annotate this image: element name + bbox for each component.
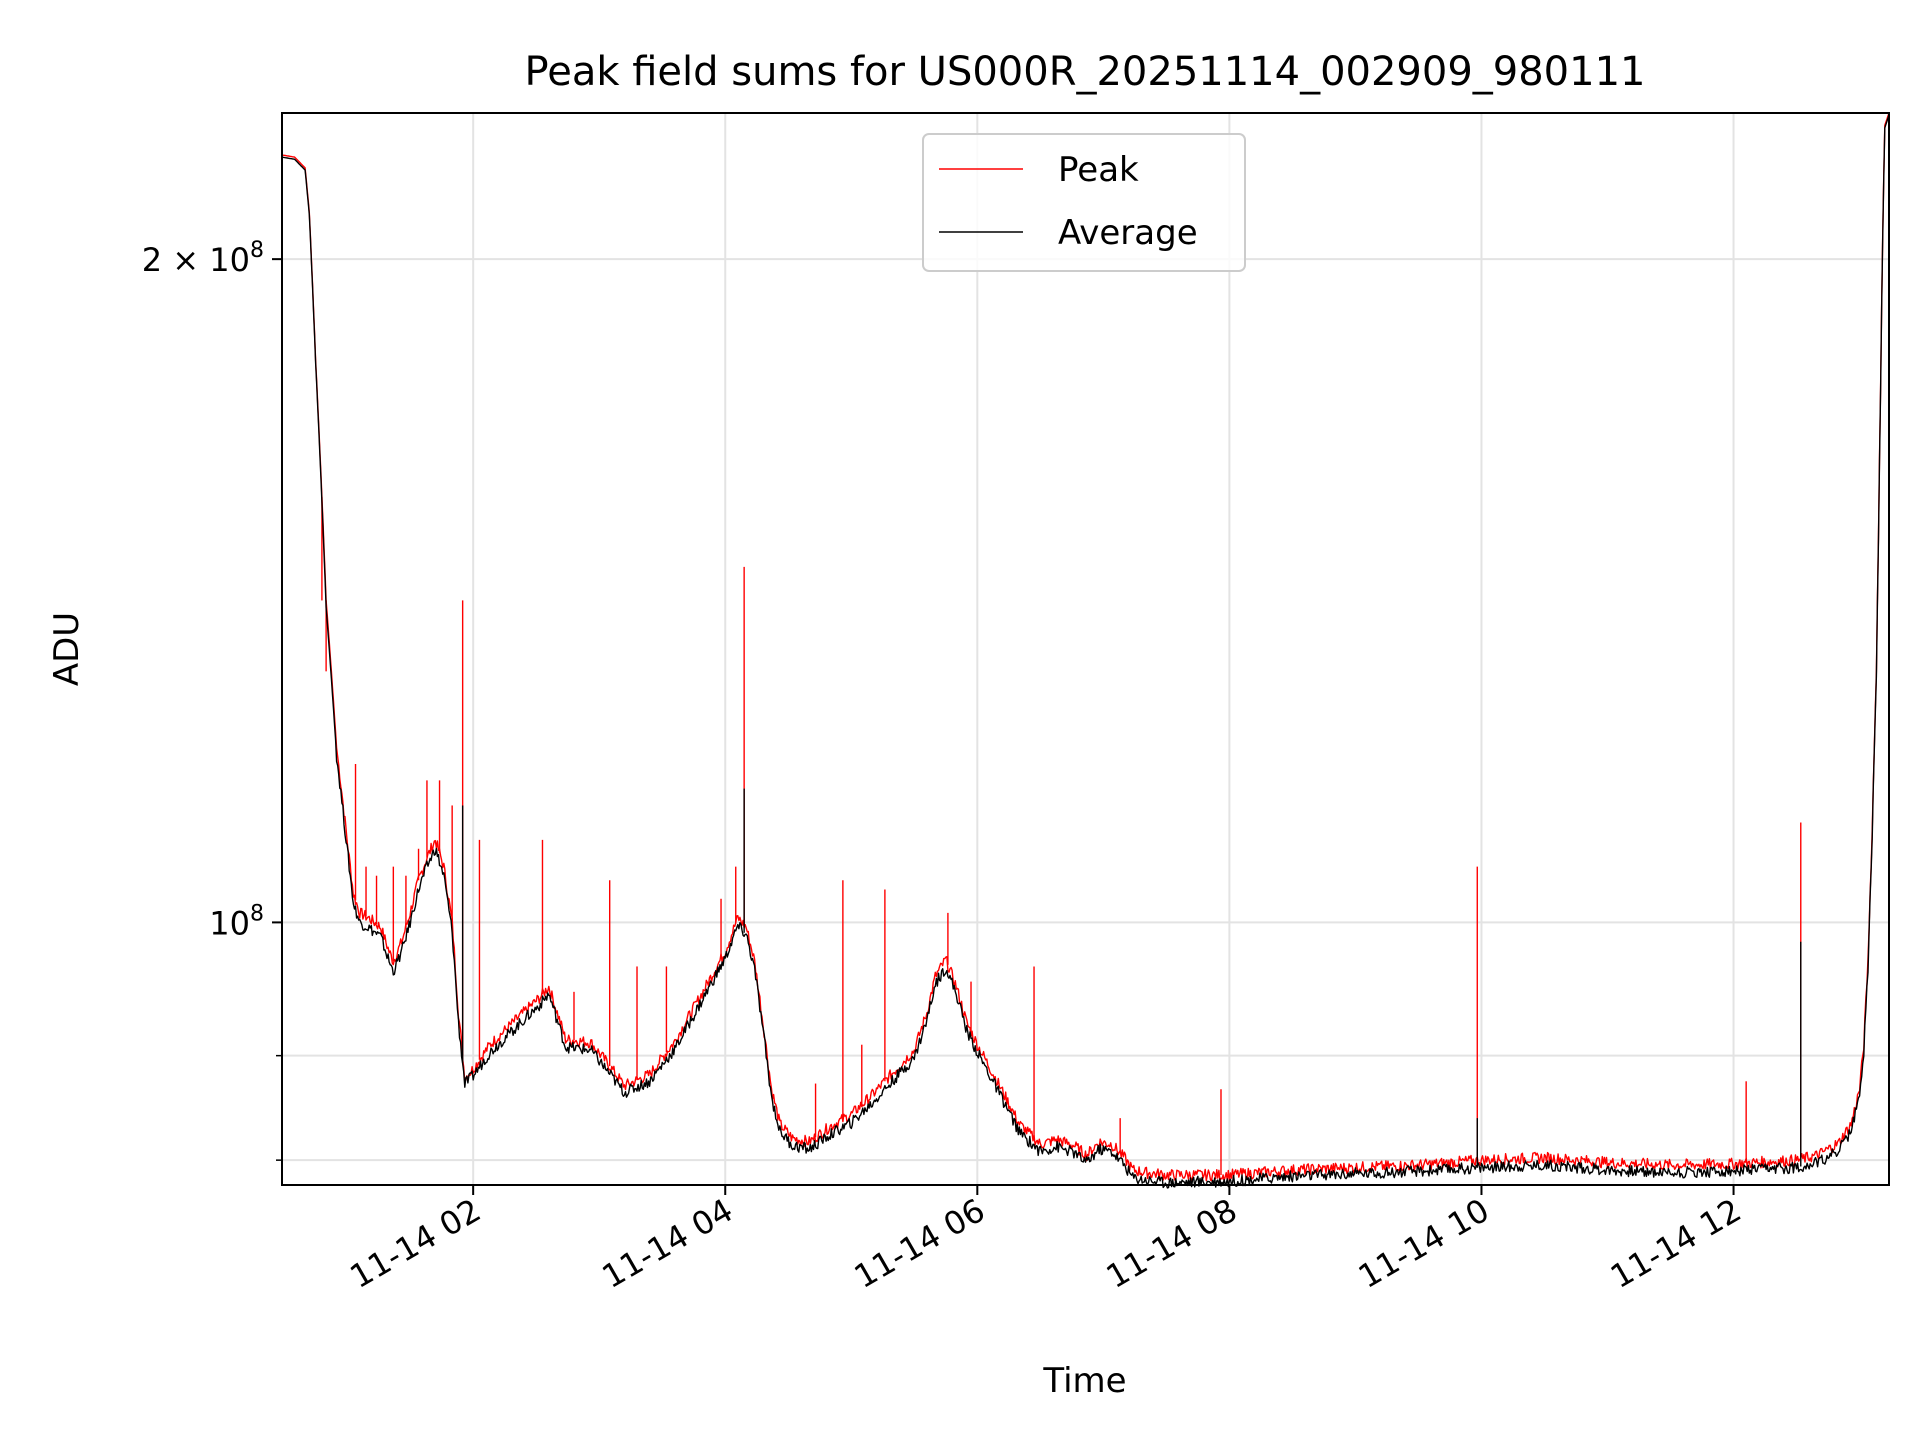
x-axis-label: Time xyxy=(1042,1361,1126,1401)
plot-frame xyxy=(281,112,1890,1186)
series-layer xyxy=(281,112,1890,1189)
y-axis-ticks: 108 2 × 108 xyxy=(142,238,282,1161)
series-line-peak xyxy=(281,112,1890,1182)
legend-peak-label: Peak xyxy=(1058,150,1139,190)
grid-lines xyxy=(282,113,1889,1185)
y-axis-label: ADU xyxy=(47,612,87,686)
y-tick-label: 2 × 108 xyxy=(142,238,264,279)
legend-average-label: Average xyxy=(1058,213,1198,253)
y-tick-label: 108 xyxy=(209,901,264,942)
series-line-average xyxy=(281,114,1890,1189)
legend: Peak Average xyxy=(922,133,1246,272)
chart-title: Peak field sums for US000R_20251114_0029… xyxy=(525,49,1646,95)
